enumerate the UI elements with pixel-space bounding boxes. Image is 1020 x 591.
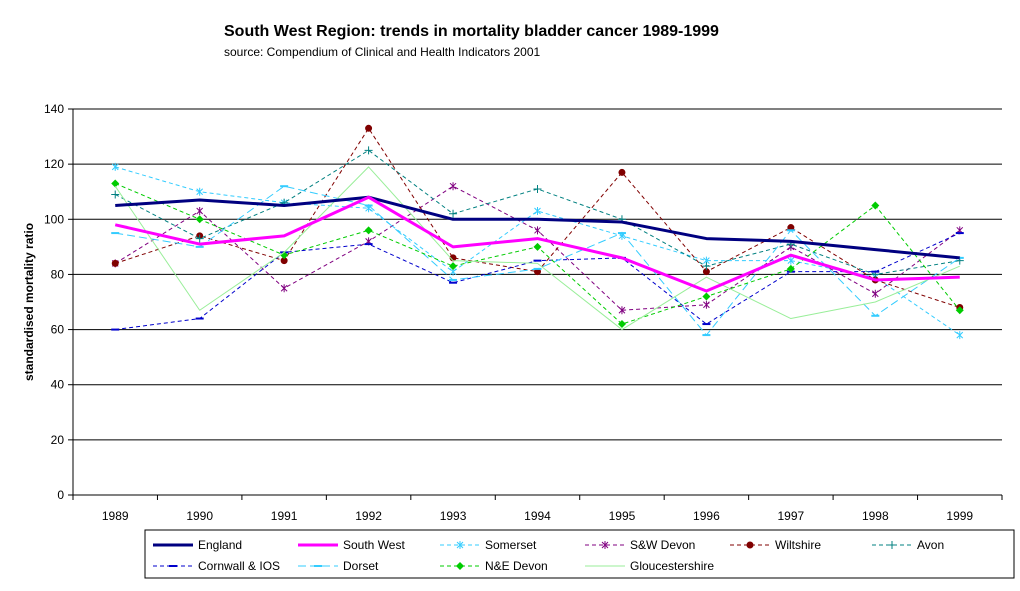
y-axis-label: standardised mortality ratio — [22, 223, 36, 381]
legend-label: England — [198, 538, 242, 552]
data-point — [871, 289, 879, 298]
data-point — [533, 242, 542, 251]
legend-label: Somerset — [485, 538, 537, 552]
data-point — [746, 541, 754, 549]
series-line-n-e-devon — [115, 182, 961, 325]
legend-label: Gloucestershire — [630, 559, 714, 573]
data-point — [702, 292, 711, 301]
y-tick-label: 40 — [51, 378, 65, 392]
legend-label: Cornwall & IOS — [198, 559, 280, 573]
data-point — [456, 541, 464, 549]
data-point — [601, 541, 609, 549]
data-point — [196, 207, 204, 216]
legend-entry-cornwall-ios: Cornwall & IOS — [153, 559, 280, 573]
data-point — [871, 201, 880, 210]
series-england — [115, 195, 960, 260]
x-tick-label: 1993 — [440, 509, 467, 523]
x-tick-label: 1999 — [946, 509, 973, 523]
legend-entry-dorset: Dorset — [298, 559, 379, 573]
data-point — [786, 264, 795, 273]
x-tick-label: 1989 — [102, 509, 129, 523]
data-point — [533, 184, 542, 193]
legend-label: N&E Devon — [485, 559, 548, 573]
y-tick-label: 20 — [51, 433, 65, 447]
y-tick-label: 140 — [44, 102, 64, 116]
legend-label: Avon — [917, 538, 944, 552]
legend-label: S&W Devon — [630, 538, 695, 552]
data-point — [703, 300, 710, 309]
gridlines — [68, 108, 1002, 496]
legend-box — [144, 529, 1015, 579]
series-south-west — [114, 195, 960, 293]
data-point — [111, 179, 120, 188]
data-point — [956, 331, 964, 340]
legend-entry-n-e-devon: N&E Devon — [440, 559, 548, 573]
x-tick-labels: 1989 1990 1991 1992 1993 1994 1995 1996 1997 1998… — [102, 509, 974, 523]
legend-entry-s-w-devon: S&W Devon — [585, 538, 695, 552]
series-gloucestershire — [114, 166, 960, 331]
legend-entry-wiltshire: Wiltshire — [730, 538, 821, 552]
series-line-england — [115, 195, 960, 260]
data-point — [617, 320, 626, 329]
legend: England South West Somerset S&W Devon Wiltsh… — [144, 529, 1015, 579]
data-point — [449, 209, 458, 218]
chart-subtitle: source: Compendium of Clinical and Healt… — [224, 45, 541, 59]
x-tick-label: 1996 — [693, 509, 720, 523]
legend-label: Dorset — [343, 559, 379, 573]
data-point — [195, 215, 204, 224]
legend-entry-avon: Avon — [872, 538, 944, 552]
y-tick-label: 80 — [51, 267, 65, 281]
data-point — [702, 262, 711, 271]
data-point — [534, 207, 541, 216]
series-line-south-west — [114, 195, 960, 293]
data-point — [111, 259, 119, 267]
y-tick-label: 120 — [44, 157, 64, 171]
x-tick-label: 1991 — [271, 509, 298, 523]
data-point — [456, 562, 464, 570]
axes — [72, 109, 1003, 500]
data-point — [888, 541, 896, 549]
data-point — [955, 306, 964, 315]
data-point — [449, 182, 457, 191]
y-tick-label: 0 — [57, 488, 64, 502]
series-line-gloucestershire — [114, 166, 960, 331]
data-point — [449, 262, 458, 271]
legend-entry-england: England — [153, 538, 242, 552]
chart-title: South West Region: trends in mortality b… — [224, 23, 719, 40]
series-line-avon — [114, 149, 960, 275]
x-tick-label: 1994 — [524, 509, 551, 523]
series-lines — [111, 124, 964, 340]
data-point — [195, 234, 204, 243]
data-point — [365, 124, 373, 132]
legend-entry-gloucestershire: Gloucestershire — [585, 559, 714, 573]
legend-label: Wiltshire — [775, 538, 821, 552]
data-point — [196, 187, 204, 196]
data-point — [534, 226, 541, 235]
x-tick-label: 1995 — [609, 509, 636, 523]
legend-entry-somerset: Somerset — [440, 538, 537, 552]
legend-label: South West — [343, 538, 405, 552]
data-point — [280, 284, 288, 293]
data-point — [364, 226, 373, 235]
series-line-somerset — [115, 166, 961, 336]
data-point — [280, 251, 289, 260]
x-tick-label: 1992 — [355, 509, 382, 523]
y-tick-label: 100 — [44, 212, 64, 226]
x-tick-label: 1998 — [862, 509, 889, 523]
data-point — [111, 190, 120, 199]
legend-entry-south-west: South West — [298, 538, 405, 552]
y-tick-label: 60 — [51, 323, 65, 337]
data-point — [618, 168, 626, 176]
series-avon — [111, 146, 964, 279]
x-tick-label: 1990 — [186, 509, 213, 523]
data-point — [787, 256, 795, 265]
x-tick-label: 1997 — [778, 509, 805, 523]
y-tick-labels: 0 20 40 60 80 100 120 140 — [44, 102, 64, 502]
data-point — [618, 306, 626, 315]
data-point — [364, 146, 373, 155]
series-n-e-devon — [111, 179, 964, 329]
data-point — [111, 162, 119, 171]
